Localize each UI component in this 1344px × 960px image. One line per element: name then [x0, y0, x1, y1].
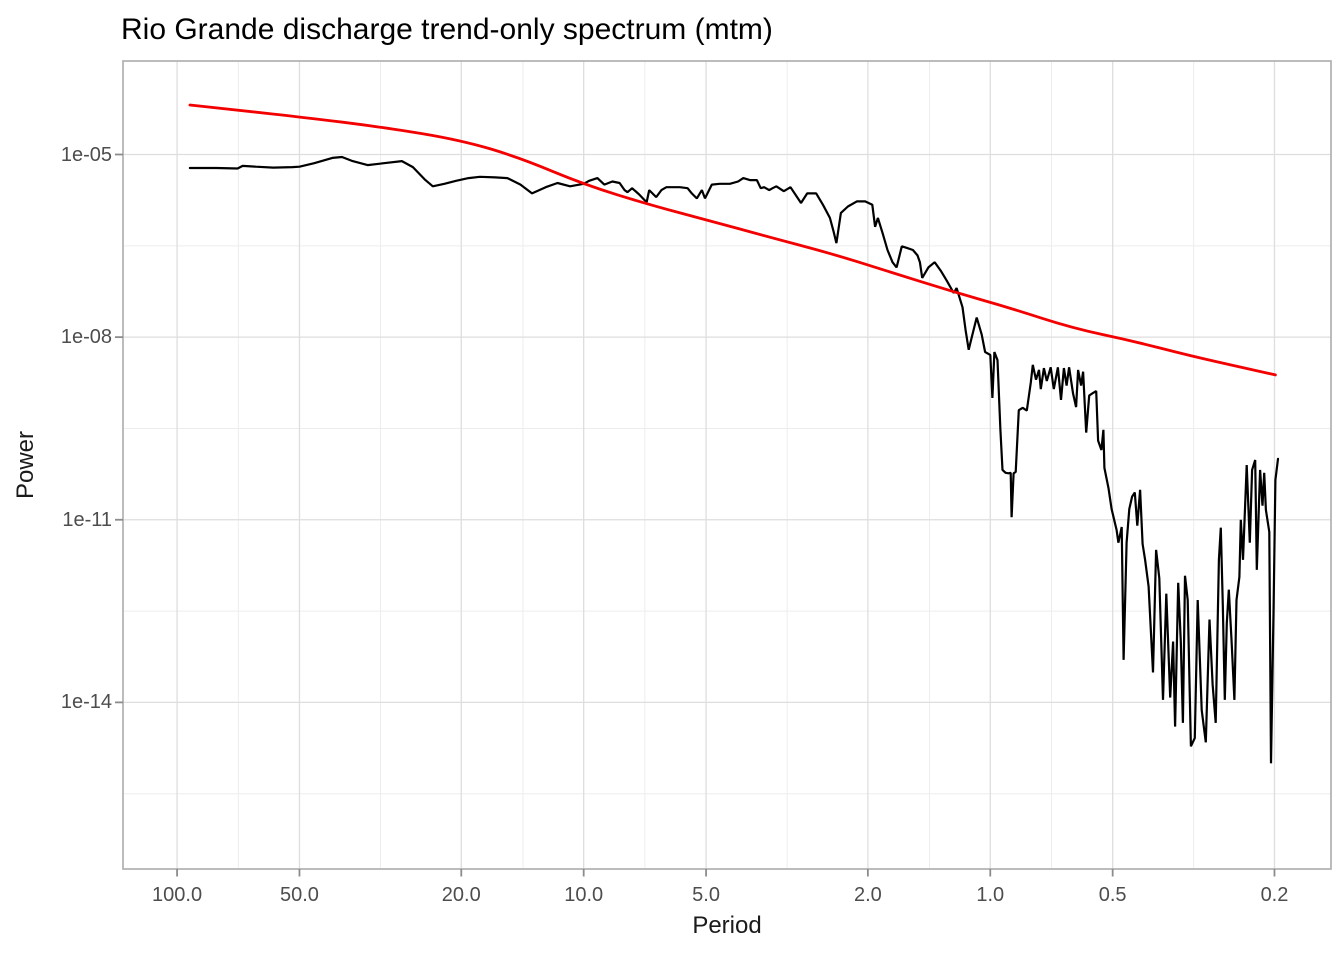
- y-tick-label: 1e-11: [62, 508, 112, 531]
- x-tick-label: 0.5: [1098, 884, 1127, 906]
- y-axis-title: Power: [12, 430, 39, 500]
- plot-title: Rio Grande discharge trend-only spectrum…: [121, 13, 773, 46]
- spectrum-line: [188, 155, 1280, 764]
- x-tick-label: 20.0: [441, 884, 481, 906]
- y-tick-label: 1e-05: [60, 143, 112, 166]
- x-axis-title: Period: [692, 912, 762, 939]
- x-tick-label: 10.0: [564, 884, 604, 906]
- x-tick-label: 2.0: [853, 884, 882, 906]
- x-tick-label: 50.0: [280, 884, 319, 906]
- y-tick-label: 1e-14: [60, 691, 112, 714]
- x-tick-label: 0.2: [1260, 884, 1289, 906]
- x-tick-label: 100.0: [152, 884, 203, 906]
- panel-border: [122, 60, 1332, 870]
- y-tick-label: 1e-08: [60, 326, 112, 349]
- x-tick-label: 1.0: [976, 884, 1005, 906]
- rednoise-line: [188, 103, 1277, 377]
- x-tick-label: 5.0: [692, 884, 720, 906]
